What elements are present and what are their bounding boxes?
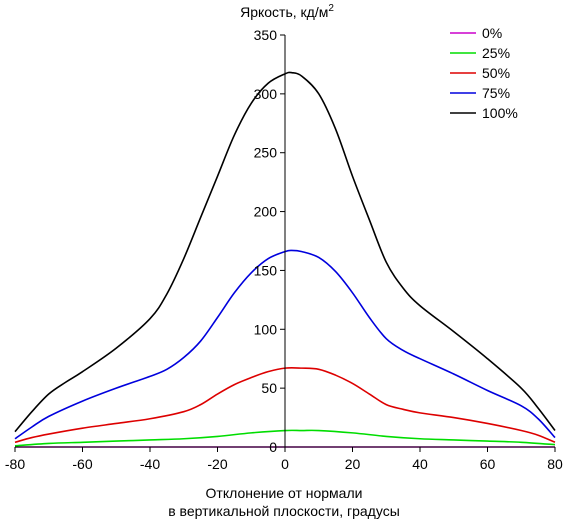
legend-label-2: 50%	[482, 65, 510, 81]
x-tick-label--20: -20	[207, 456, 227, 472]
legend-label-4: 100%	[482, 105, 518, 121]
x-tick-label-60: 60	[480, 456, 496, 472]
y-tick-label-100: 100	[254, 321, 278, 337]
y-tick-labels: 0 50 100 150 200 250 300 350	[254, 27, 278, 455]
series-line-1	[14, 429, 556, 447]
y-tick-label-150: 150	[254, 262, 278, 278]
legend-label-3: 75%	[482, 85, 510, 101]
y-axis-title-superscript: 2	[328, 3, 334, 14]
series-line-2	[14, 367, 556, 444]
x-tick-label--40: -40	[140, 456, 160, 472]
y-tick-label-200: 200	[254, 204, 278, 220]
y-axis-title: Яркость, кд/м2	[240, 3, 334, 20]
x-tick-label-20: 20	[345, 456, 361, 472]
x-tick-label--80: -80	[5, 456, 25, 472]
x-tick-label-40: 40	[412, 456, 428, 472]
x-axis-title-line-1: Отклонение от нормали	[206, 485, 363, 501]
legend-label-0: 0%	[482, 25, 502, 41]
x-tick-label-80: 80	[547, 456, 563, 472]
x-tick-label--60: -60	[72, 456, 92, 472]
y-tick-label-250: 250	[254, 145, 278, 161]
x-tick-label-0: 0	[281, 456, 289, 472]
y-tick-label-0: 0	[269, 439, 277, 455]
series-line-3	[14, 249, 556, 440]
axes	[14, 34, 556, 452]
y-tick-label-350: 350	[254, 27, 278, 43]
legend-label-1: 25%	[482, 45, 510, 61]
y-tick-label-300: 300	[254, 86, 278, 102]
x-tick-labels: -80 -60 -40 -20 0 20 40 60 80	[5, 456, 563, 472]
y-tick-label-50: 50	[261, 380, 277, 396]
legend: 0% 25% 50% 75% 100%	[450, 25, 518, 121]
x-axis-title-line-2: в вертикальной плоскости, градусы	[168, 503, 400, 519]
svg-text:Яркость, кд/м2: Яркость, кд/м2	[240, 3, 334, 20]
y-axis-title-text: Яркость, кд/м	[240, 4, 328, 20]
